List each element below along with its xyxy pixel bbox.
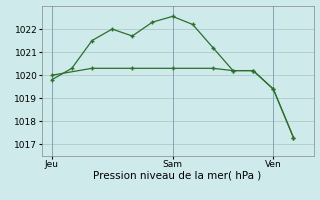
X-axis label: Pression niveau de la mer( hPa ): Pression niveau de la mer( hPa ) [93,171,262,181]
